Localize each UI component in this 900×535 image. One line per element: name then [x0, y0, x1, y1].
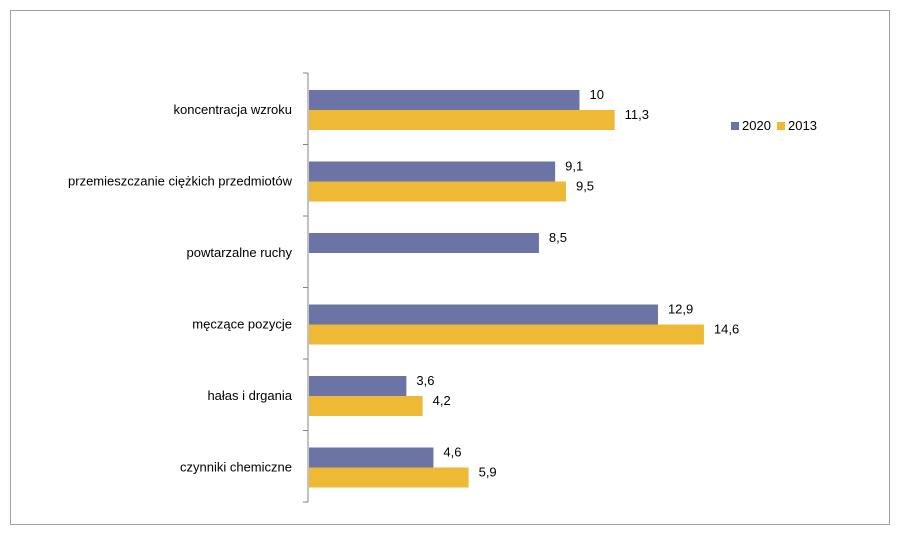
bar-2020 — [309, 90, 580, 110]
bar-2013 — [309, 324, 704, 345]
data-label-2020: 12,9 — [668, 302, 693, 317]
data-label-2020: 9,1 — [565, 159, 583, 174]
data-label-2013: 4,2 — [433, 393, 451, 408]
bar-2013 — [309, 181, 566, 202]
bar-2013 — [309, 467, 469, 488]
bar-2013 — [309, 110, 615, 130]
data-label-2020: 10 — [590, 87, 604, 102]
data-label-2013: 11,3 — [625, 107, 649, 122]
bar-2020 — [309, 161, 556, 182]
category-label: przemieszczanie ciężkich przedmiotów — [68, 174, 293, 189]
bar-2020 — [309, 447, 434, 468]
legend-label: 2020 — [742, 118, 771, 133]
legend-swatch — [777, 122, 785, 130]
data-label-2013: 9,5 — [576, 179, 594, 194]
bar-2020 — [309, 304, 658, 325]
data-label-2020: 3,6 — [416, 373, 434, 388]
legend-label: 2013 — [788, 118, 817, 133]
data-label-2013: 14,6 — [714, 322, 739, 337]
bar-2013 — [309, 396, 423, 416]
category-label: powtarzalne ruchy — [187, 245, 293, 260]
category-label: męczące pozycje — [192, 317, 292, 332]
category-label: hałas i drgania — [207, 388, 292, 403]
data-label-2020: 4,6 — [443, 445, 461, 460]
category-label: koncentracja wzroku — [174, 102, 293, 117]
bar-2020 — [309, 376, 407, 396]
data-label-2013: 5,9 — [479, 465, 497, 480]
category-label: czynniki chemiczne — [180, 460, 292, 475]
bar-2020 — [309, 233, 539, 253]
legend-swatch — [731, 122, 739, 130]
data-label-2020: 8,5 — [549, 230, 567, 245]
